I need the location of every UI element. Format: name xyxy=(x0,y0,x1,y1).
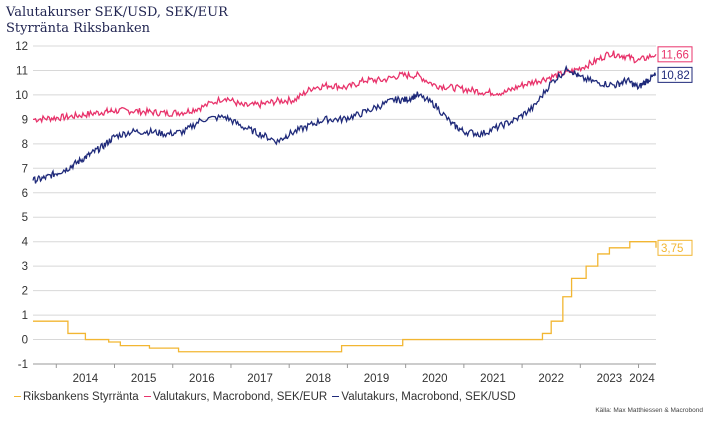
y-tick-label: 6 xyxy=(22,188,28,200)
x-tick-label: 2022 xyxy=(538,373,564,385)
x-tick-label: 2023 xyxy=(597,373,623,385)
series-line-2 xyxy=(32,64,657,184)
x-tick-label: 2018 xyxy=(306,373,332,385)
y-tick-label: 10 xyxy=(15,90,28,102)
end-labels: 3,75 11,66 10,82 xyxy=(657,46,693,256)
legend-item-sek-eur: Valutakurs, Macrobond, SEK/EUR xyxy=(143,391,328,403)
y-tick-label: 1 xyxy=(22,310,28,322)
legend-label: Valutakurs, Macrobond, SEK/EUR xyxy=(152,391,328,403)
end-label-box xyxy=(657,66,693,83)
y-tick-label: 9 xyxy=(22,114,28,126)
legend: Riksbankens Styrränta Valutakurs, Macrob… xyxy=(14,391,518,403)
x-tick-label: 2020 xyxy=(422,373,448,385)
series-line-0 xyxy=(33,241,657,353)
y-tick-label: 2 xyxy=(22,286,28,298)
chart-subtitle: Styrränta Riksbanken xyxy=(6,21,151,36)
source-note: Källa: Max Matthiessen & Macrobond xyxy=(595,407,703,414)
x-tick-label: 2014 xyxy=(73,373,99,385)
y-tick-label: 11 xyxy=(16,65,28,77)
y-tick-label: 4 xyxy=(22,237,29,249)
end-label-box xyxy=(657,46,693,63)
y-tick-label: 0 xyxy=(22,335,28,347)
chart-title: Valutakurser SEK/USD, SEK/EUR xyxy=(6,5,228,20)
x-tick-label: 2017 xyxy=(247,373,273,385)
x-tick-label: 2016 xyxy=(189,373,215,385)
x-axis-ticks: 2014 2015 2016 2017 2018 2019 2020 2021 2022 2023… xyxy=(55,364,655,385)
legend-item-sek-usd: Valutakurs, Macrobond, SEK/USD xyxy=(332,391,516,403)
end-label-value: 11,66 xyxy=(661,49,689,61)
y-tick-label: 5 xyxy=(22,212,28,224)
y-tick-label: 12 xyxy=(15,41,28,53)
y-tick-label: -1 xyxy=(18,359,28,371)
end-label-value: 10,82 xyxy=(661,70,690,82)
series-line-1 xyxy=(33,50,657,124)
y-tick-label: 8 xyxy=(22,139,28,151)
legend-label: Riksbankens Styrränta xyxy=(23,391,139,403)
end-label-value: 3,75 xyxy=(661,243,683,255)
legend-label: Valutakurs, Macrobond, SEK/USD xyxy=(341,391,516,403)
legend-item-styrranta: Riksbankens Styrränta xyxy=(14,391,139,403)
gridlines xyxy=(33,45,656,365)
x-tick-label: 2024 xyxy=(629,373,655,385)
legend-swatch xyxy=(332,396,340,398)
legend-swatch xyxy=(143,396,151,398)
x-tick-label: 2019 xyxy=(364,373,390,385)
x-tick-label: 2021 xyxy=(480,373,506,385)
x-tick-label: 2015 xyxy=(131,373,157,385)
legend-swatch xyxy=(14,396,21,398)
end-label-box xyxy=(657,239,693,256)
y-tick-label: 7 xyxy=(22,163,28,175)
series-lines xyxy=(32,50,657,353)
y-tick-label: 3 xyxy=(22,261,28,273)
